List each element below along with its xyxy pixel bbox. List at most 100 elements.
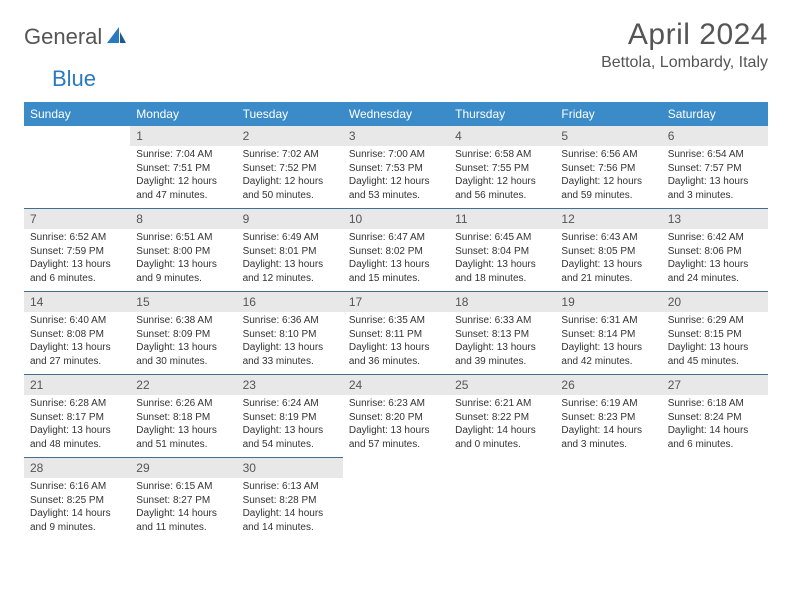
day-number: 5 [555,126,661,146]
day-number: 14 [24,292,130,312]
empty-day-num [24,126,130,146]
day-cell: 2Sunrise: 7:02 AMSunset: 7:52 PMDaylight… [237,126,343,209]
sunset-line: Sunset: 8:18 PM [136,411,230,425]
title-block: April 2024 Bettola, Lombardy, Italy [601,18,768,72]
sunset-line: Sunset: 7:55 PM [455,162,549,176]
daylight-line: Daylight: 13 hours and 33 minutes. [243,341,337,368]
sunset-line: Sunset: 7:59 PM [30,245,124,259]
daylight-line: Daylight: 13 hours and 9 minutes. [136,258,230,285]
day-number: 3 [343,126,449,146]
day-details: Sunrise: 6:51 AMSunset: 8:00 PMDaylight:… [130,229,236,291]
day-cell: 1Sunrise: 7:04 AMSunset: 7:51 PMDaylight… [130,126,236,209]
day-number: 15 [130,292,236,312]
logo-text-1: General [24,24,102,50]
daylight-line: Daylight: 12 hours and 59 minutes. [561,175,655,202]
day-cell: 9Sunrise: 6:49 AMSunset: 8:01 PMDaylight… [237,209,343,292]
weekday-header: Tuesday [237,102,343,126]
day-cell: 3Sunrise: 7:00 AMSunset: 7:53 PMDaylight… [343,126,449,209]
empty-cell [662,458,768,541]
daylight-line: Daylight: 13 hours and 12 minutes. [243,258,337,285]
sunset-line: Sunset: 7:53 PM [349,162,443,176]
daylight-line: Daylight: 12 hours and 47 minutes. [136,175,230,202]
weekday-header: Friday [555,102,661,126]
day-details: Sunrise: 6:15 AMSunset: 8:27 PMDaylight:… [130,478,236,540]
daylight-line: Daylight: 13 hours and 6 minutes. [30,258,124,285]
sunrise-line: Sunrise: 6:28 AM [30,397,124,411]
day-cell: 26Sunrise: 6:19 AMSunset: 8:23 PMDayligh… [555,375,661,458]
daylight-line: Daylight: 14 hours and 9 minutes. [30,507,124,534]
day-cell: 27Sunrise: 6:18 AMSunset: 8:24 PMDayligh… [662,375,768,458]
daylight-line: Daylight: 14 hours and 14 minutes. [243,507,337,534]
day-details: Sunrise: 6:19 AMSunset: 8:23 PMDaylight:… [555,395,661,457]
weekday-header-row: SundayMondayTuesdayWednesdayThursdayFrid… [24,102,768,126]
sunrise-line: Sunrise: 6:29 AM [668,314,762,328]
daylight-line: Daylight: 13 hours and 24 minutes. [668,258,762,285]
daylight-line: Daylight: 14 hours and 11 minutes. [136,507,230,534]
sunset-line: Sunset: 8:05 PM [561,245,655,259]
day-details: Sunrise: 6:40 AMSunset: 8:08 PMDaylight:… [24,312,130,374]
sunrise-line: Sunrise: 6:23 AM [349,397,443,411]
sunset-line: Sunset: 8:08 PM [30,328,124,342]
day-cell: 7Sunrise: 6:52 AMSunset: 7:59 PMDaylight… [24,209,130,292]
page-header: General April 2024 Bettola, Lombardy, It… [24,18,768,72]
day-number: 1 [130,126,236,146]
day-number: 8 [130,209,236,229]
sunset-line: Sunset: 8:22 PM [455,411,549,425]
sunset-line: Sunset: 8:01 PM [243,245,337,259]
daylight-line: Daylight: 13 hours and 18 minutes. [455,258,549,285]
logo-text-2: Blue [52,66,96,91]
sunset-line: Sunset: 8:06 PM [668,245,762,259]
sunrise-line: Sunrise: 6:31 AM [561,314,655,328]
sunrise-line: Sunrise: 6:47 AM [349,231,443,245]
day-number: 30 [237,458,343,478]
weekday-header: Saturday [662,102,768,126]
day-number: 17 [343,292,449,312]
sunrise-line: Sunrise: 6:33 AM [455,314,549,328]
empty-day-num [449,458,555,478]
calendar-body: 1Sunrise: 7:04 AMSunset: 7:51 PMDaylight… [24,126,768,540]
sunrise-line: Sunrise: 6:45 AM [455,231,549,245]
day-cell: 23Sunrise: 6:24 AMSunset: 8:19 PMDayligh… [237,375,343,458]
sunrise-line: Sunrise: 6:35 AM [349,314,443,328]
day-details: Sunrise: 6:35 AMSunset: 8:11 PMDaylight:… [343,312,449,374]
day-number: 2 [237,126,343,146]
day-number: 13 [662,209,768,229]
sunset-line: Sunset: 8:24 PM [668,411,762,425]
calendar-row: 14Sunrise: 6:40 AMSunset: 8:08 PMDayligh… [24,292,768,375]
sunset-line: Sunset: 7:56 PM [561,162,655,176]
day-details: Sunrise: 6:56 AMSunset: 7:56 PMDaylight:… [555,146,661,208]
daylight-line: Daylight: 13 hours and 51 minutes. [136,424,230,451]
empty-cell [555,458,661,541]
weekday-header: Wednesday [343,102,449,126]
day-cell: 16Sunrise: 6:36 AMSunset: 8:10 PMDayligh… [237,292,343,375]
sunset-line: Sunset: 8:17 PM [30,411,124,425]
day-details: Sunrise: 6:23 AMSunset: 8:20 PMDaylight:… [343,395,449,457]
month-title: April 2024 [601,18,768,52]
sunrise-line: Sunrise: 6:40 AM [30,314,124,328]
day-cell: 21Sunrise: 6:28 AMSunset: 8:17 PMDayligh… [24,375,130,458]
day-details: Sunrise: 6:31 AMSunset: 8:14 PMDaylight:… [555,312,661,374]
sunset-line: Sunset: 7:57 PM [668,162,762,176]
daylight-line: Daylight: 12 hours and 50 minutes. [243,175,337,202]
day-details: Sunrise: 6:33 AMSunset: 8:13 PMDaylight:… [449,312,555,374]
daylight-line: Daylight: 14 hours and 6 minutes. [668,424,762,451]
sunset-line: Sunset: 8:10 PM [243,328,337,342]
daylight-line: Daylight: 13 hours and 27 minutes. [30,341,124,368]
sunrise-line: Sunrise: 6:43 AM [561,231,655,245]
day-number: 16 [237,292,343,312]
sunset-line: Sunset: 8:19 PM [243,411,337,425]
empty-day-num [343,458,449,478]
day-details: Sunrise: 6:38 AMSunset: 8:09 PMDaylight:… [130,312,236,374]
sunrise-line: Sunrise: 6:38 AM [136,314,230,328]
day-cell: 28Sunrise: 6:16 AMSunset: 8:25 PMDayligh… [24,458,130,541]
weekday-header: Sunday [24,102,130,126]
day-number: 29 [130,458,236,478]
day-number: 19 [555,292,661,312]
calendar-row: 1Sunrise: 7:04 AMSunset: 7:51 PMDaylight… [24,126,768,209]
sunrise-line: Sunrise: 7:00 AM [349,148,443,162]
sunset-line: Sunset: 8:00 PM [136,245,230,259]
sunset-line: Sunset: 8:20 PM [349,411,443,425]
day-cell: 15Sunrise: 6:38 AMSunset: 8:09 PMDayligh… [130,292,236,375]
weekday-header: Thursday [449,102,555,126]
day-details: Sunrise: 6:18 AMSunset: 8:24 PMDaylight:… [662,395,768,457]
